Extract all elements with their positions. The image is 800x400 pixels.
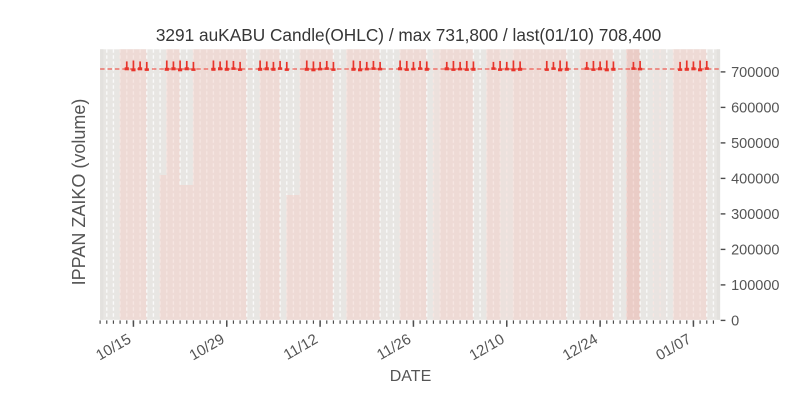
svg-text:500000: 500000: [731, 136, 779, 152]
svg-text:0: 0: [731, 314, 739, 330]
svg-text:600000: 600000: [731, 101, 779, 117]
svg-text:300000: 300000: [731, 207, 779, 223]
svg-text:DATE: DATE: [390, 368, 431, 385]
svg-text:IPPAN ZAIKO (volume): IPPAN ZAIKO (volume): [69, 99, 89, 286]
svg-text:100000: 100000: [731, 278, 779, 294]
svg-text:3291 auKABU Candle(OHLC) / max: 3291 auKABU Candle(OHLC) / max 731,800 /…: [156, 25, 661, 45]
svg-text:700000: 700000: [731, 65, 779, 81]
svg-text:400000: 400000: [731, 172, 779, 188]
svg-text:200000: 200000: [731, 243, 779, 259]
